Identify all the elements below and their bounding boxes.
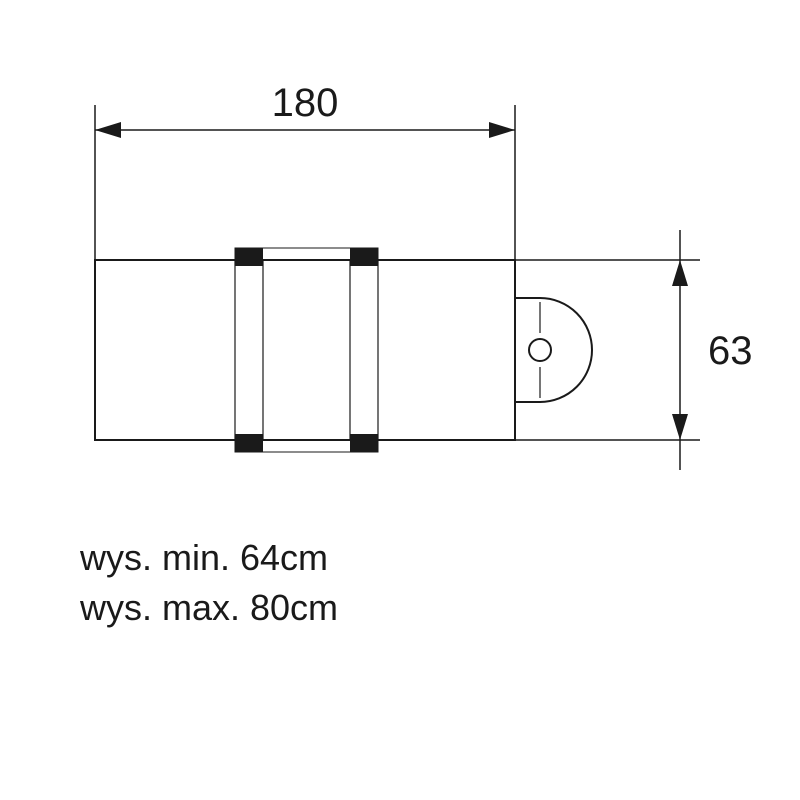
note-min-height: wys. min. 64cm — [79, 537, 328, 578]
body-outline — [95, 260, 515, 440]
band-cap — [350, 434, 378, 452]
band-cap — [235, 434, 263, 452]
technical-drawing: 180 63 wys. min. 64cm wys. max. 80cm — [0, 0, 800, 800]
band-cap — [350, 248, 378, 266]
dim-height-label: 63 — [708, 329, 753, 373]
note-max-height: wys. max. 80cm — [79, 587, 338, 628]
arrowhead — [489, 122, 515, 138]
arrowhead — [672, 260, 688, 286]
arrowhead — [95, 122, 121, 138]
band-cap — [235, 248, 263, 266]
dim-width-label: 180 — [272, 81, 339, 125]
arrowhead — [672, 414, 688, 440]
